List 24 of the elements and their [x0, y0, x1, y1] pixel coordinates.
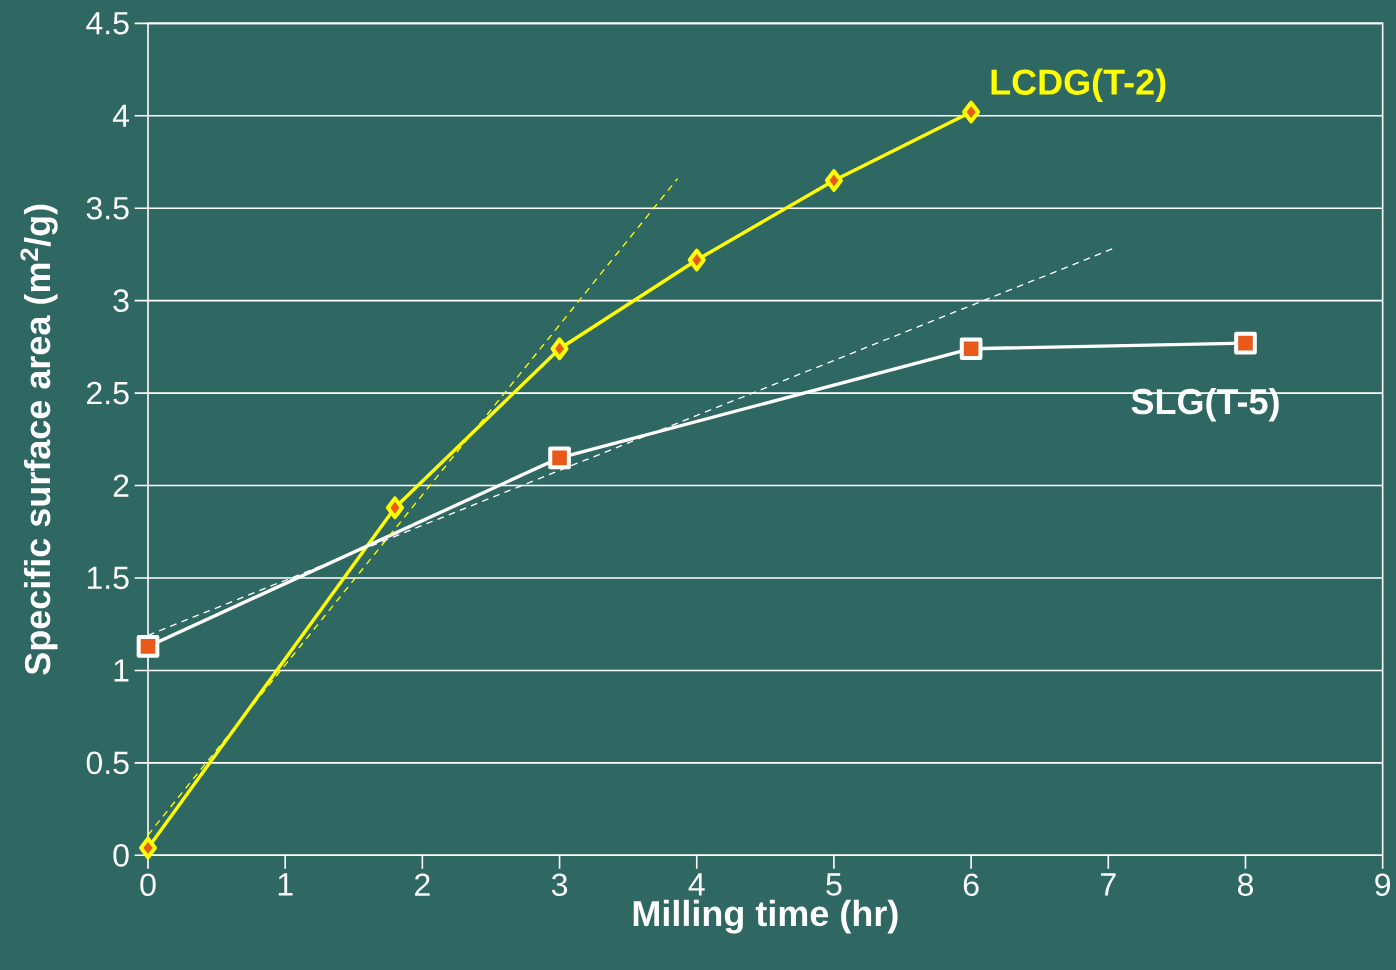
- x-tick-label: 7: [1101, 873, 1116, 896]
- y-tick-label: 0.5: [86, 751, 129, 775]
- series-label: SLG(T-5): [1131, 387, 1279, 422]
- x-tick-label: 6: [963, 873, 979, 897]
- y-tick-label: 1: [114, 659, 129, 682]
- y-tick-label: 4.5: [86, 12, 129, 35]
- y-tick-label: 3.5: [86, 196, 129, 220]
- x-tick-label: 9: [1375, 873, 1391, 897]
- x-tick-label: 3: [551, 873, 568, 897]
- y-tick-label: 2: [113, 474, 129, 497]
- x-tick-label: 5: [826, 873, 842, 896]
- x-tick-label: 0: [140, 873, 156, 897]
- y-axis-title: Specific surface area (m$^{2}$/g): [20, 204, 58, 675]
- series-label: LCDG(T-2): [991, 68, 1166, 103]
- y-tick-label: 2.5: [87, 381, 129, 405]
- x-tick-label: 8: [1237, 873, 1253, 897]
- y-tick-label: 4: [112, 104, 130, 127]
- y-tick-label: 0: [113, 844, 129, 867]
- x-axis-title: Milling time (hr): [633, 899, 898, 934]
- x-tick-label: 4: [688, 873, 705, 896]
- y-tick-label: 3: [113, 289, 129, 312]
- x-tick-label: 1: [278, 873, 293, 896]
- x-tick-label: 2: [415, 873, 430, 896]
- y-tick-label: 1.5: [87, 566, 129, 590]
